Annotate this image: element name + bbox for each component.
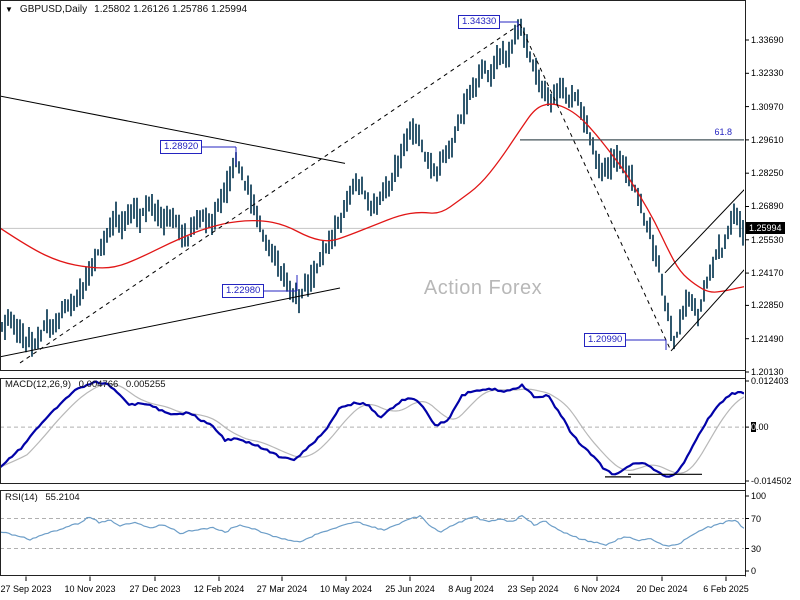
swing-price-label[interactable]: 1.22980 xyxy=(222,284,265,298)
macd-label: MACD(12,26,9) 0.004766 0.005255 xyxy=(5,379,171,390)
y-axis-label: 1.22850 xyxy=(751,300,784,311)
rsi-pane xyxy=(1,514,744,549)
macd-name: MACD(12,26,9) xyxy=(5,379,71,390)
y-axis-label: -0.014502 xyxy=(751,476,792,486)
y-axis-label: 1.25530 xyxy=(751,234,784,245)
y-axis-label: 1.29610 xyxy=(751,134,784,145)
x-axis-date-label: 12 Feb 2024 xyxy=(193,584,245,594)
x-axis-date-label: 25 Jun 2024 xyxy=(385,584,435,594)
x-axis-date-label: 20 Dec 2024 xyxy=(636,584,688,594)
x-axis-date-label: 27 Mar 2024 xyxy=(256,584,308,594)
chart-header: ▼ GBPUSD,Daily 1.25802 1.26126 1.25786 1… xyxy=(5,4,247,15)
price-bars xyxy=(1,18,744,357)
macd-signal-value: 0.005255 xyxy=(125,379,166,390)
solid-trendline[interactable] xyxy=(0,95,346,164)
rsi-pane-frame xyxy=(0,490,746,576)
y-axis-label: 1.33690 xyxy=(751,35,784,45)
symbol-title: GBPUSD,Daily xyxy=(19,4,88,15)
symbol-dropdown-icon[interactable]: ▼ xyxy=(5,5,13,14)
y-axis-label: 1.30970 xyxy=(751,101,784,112)
dashed-trendline[interactable] xyxy=(19,23,521,364)
macd-value: 0.004766 xyxy=(78,379,119,390)
swing-price-label[interactable]: 1.34330 xyxy=(458,15,501,29)
x-axis-date-label: 6 Feb 2025 xyxy=(703,584,749,594)
x-axis-date-label: 8 Aug 2024 xyxy=(448,584,494,594)
macd-signal-line xyxy=(1,383,744,474)
swing-price-label[interactable]: 1.20990 xyxy=(584,333,627,347)
rsi-label: RSI(14) 55.2104 xyxy=(5,492,85,503)
y-axis-label: 1.32330 xyxy=(751,68,784,79)
y-axis-label: 1.28250 xyxy=(751,168,784,179)
y-axis-label: 70 xyxy=(751,513,762,524)
y-axis-label: 0 xyxy=(751,566,757,576)
moving-average-line xyxy=(1,103,744,293)
y-axis-label: 30 xyxy=(751,543,762,554)
solid-trendline[interactable] xyxy=(664,171,762,274)
watermark: Action Forex xyxy=(423,277,543,299)
macd-main-line xyxy=(1,380,744,478)
price-scale[interactable] xyxy=(746,0,800,576)
rsi-line xyxy=(1,514,744,547)
x-axis-date-label: 27 Dec 2023 xyxy=(129,584,181,594)
rsi-value: 55.2104 xyxy=(45,492,80,503)
price-pane xyxy=(0,18,762,364)
time-scale[interactable] xyxy=(0,577,745,600)
y-axis-label: 0.00 xyxy=(751,422,769,433)
y-axis-label: 1.26890 xyxy=(751,201,784,212)
solid-trendline[interactable] xyxy=(670,250,762,352)
y-axis-label: 100 xyxy=(751,491,767,501)
macd-pane xyxy=(1,380,744,478)
y-axis-label: 1.24170 xyxy=(751,268,784,279)
rsi-name: RSI(14) xyxy=(5,492,38,503)
solid-trendline[interactable] xyxy=(0,287,341,358)
x-axis-date-label: 10 Nov 2023 xyxy=(64,584,116,594)
fib-level-label: 61.8 xyxy=(714,126,732,137)
dashed-trendline[interactable] xyxy=(519,24,672,352)
y-axis-label: 1.21490 xyxy=(751,333,784,344)
swing-price-label[interactable]: 1.28920 xyxy=(160,140,203,154)
x-axis-date-label: 6 Nov 2024 xyxy=(573,584,621,594)
ohlc-values: 1.25802 1.26126 1.25786 1.25994 xyxy=(94,4,248,15)
y-axis-label: 1.20130 xyxy=(751,367,784,377)
x-axis-date-label: 27 Sep 2023 xyxy=(0,584,52,594)
macd-pane-frame xyxy=(0,378,746,484)
x-axis-date-label: 10 May 2024 xyxy=(319,584,373,594)
y-axis-label: 0.012403 xyxy=(751,376,789,386)
x-axis-date-label: 23 Sep 2024 xyxy=(507,584,559,594)
current-price-badge: 1.25994 xyxy=(746,222,785,235)
